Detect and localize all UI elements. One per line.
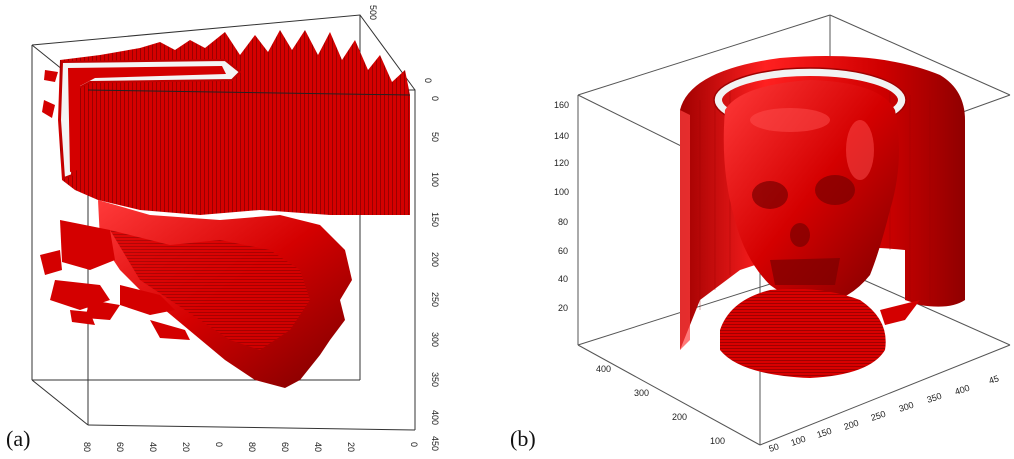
panel-b-depth-ticks: 400 300 200 100	[596, 364, 725, 446]
panel-a-label: (a)	[6, 426, 31, 451]
b-d-tick-2: 200	[672, 412, 687, 422]
a-bottom-tick-3: 20	[181, 442, 191, 452]
b-d-tick-0: 400	[596, 364, 611, 374]
a-right-tick-4: 200	[430, 252, 440, 267]
panel-a-top-ticks: 0 500	[368, 5, 433, 83]
b-v-tick-7: 20	[558, 303, 568, 313]
panel-a-face-texture	[110, 230, 310, 350]
a-right-tick-9: 450	[430, 436, 440, 451]
b-v-tick-0: 160	[554, 100, 569, 110]
b-v-tick-5: 60	[558, 246, 568, 256]
b-f-tick-0: 50	[768, 441, 781, 454]
a-right-tick-3: 150	[430, 212, 440, 227]
panel-a-fragments	[40, 70, 190, 340]
b-d-tick-3: 100	[710, 436, 725, 446]
a-right-tick-7: 350	[430, 372, 440, 387]
b-d-tick-1: 300	[634, 388, 649, 398]
panel-a-top-slab	[58, 30, 410, 215]
b-f-tick-1: 100	[790, 434, 807, 448]
b-v-tick-4: 80	[558, 217, 568, 227]
a-right-tick-1: 50	[430, 132, 440, 142]
a-right-tick-5: 250	[430, 292, 440, 307]
a-bottom-tick-7: 40	[313, 442, 323, 452]
a-bottom-tick-6: 60	[280, 442, 290, 452]
b-v-tick-2: 120	[554, 158, 569, 168]
panel-a-cap-inner	[68, 66, 226, 172]
b-f-tick-7: 400	[954, 383, 971, 397]
a-bottom-tick-1: 60	[115, 442, 125, 452]
a-bottom-tick-5: 80	[247, 442, 257, 452]
a-top-tick-0: 0	[423, 78, 433, 83]
b-v-tick-1: 140	[554, 131, 569, 141]
a-right-tick-8: 400	[430, 410, 440, 425]
a-bottom-tick-9: 0	[409, 442, 419, 447]
a-bottom-tick-2: 40	[148, 442, 158, 452]
panel-b-skull-shading	[752, 175, 855, 285]
panel-b-label: (b)	[510, 426, 536, 451]
b-f-tick-6: 350	[926, 391, 943, 405]
a-right-tick-6: 300	[430, 332, 440, 347]
panel-b-neck	[720, 288, 886, 378]
b-f-tick-2: 150	[816, 426, 833, 440]
a-right-tick-0: 0	[430, 96, 440, 101]
panel-b-front-ticks: 50 100 150 200 250 300 350 400 45	[768, 373, 1001, 454]
b-f-tick-8: 45	[988, 373, 1001, 386]
b-f-tick-5: 300	[898, 400, 915, 414]
a-bottom-tick-0: 80	[82, 442, 92, 452]
panel-a-bottom-ticks: 80 60 40 20 0 80 60 40 20 0	[82, 442, 419, 452]
panel-a: 0 50 100 150 200 250 300 350 400 450 0 5…	[31, 5, 440, 452]
panel-a-right-ticks: 0 50 100 150 200 250 300 350 400 450	[430, 96, 440, 451]
b-f-tick-4: 250	[870, 409, 887, 423]
a-right-tick-2: 100	[430, 172, 440, 187]
a-top-tick-1: 500	[368, 5, 378, 20]
b-v-tick-6: 40	[558, 274, 568, 284]
b-f-tick-3: 200	[843, 418, 860, 432]
b-v-tick-3: 100	[554, 187, 569, 197]
panel-b-vertical-ticks: 160 140 120 100 80 60 40 20	[554, 100, 569, 313]
a-bottom-tick-8: 20	[346, 442, 356, 452]
panel-b: 160 140 120 100 80 60 40 20 400 300 200 …	[554, 14, 1011, 454]
a-bottom-tick-4: 0	[214, 442, 224, 447]
